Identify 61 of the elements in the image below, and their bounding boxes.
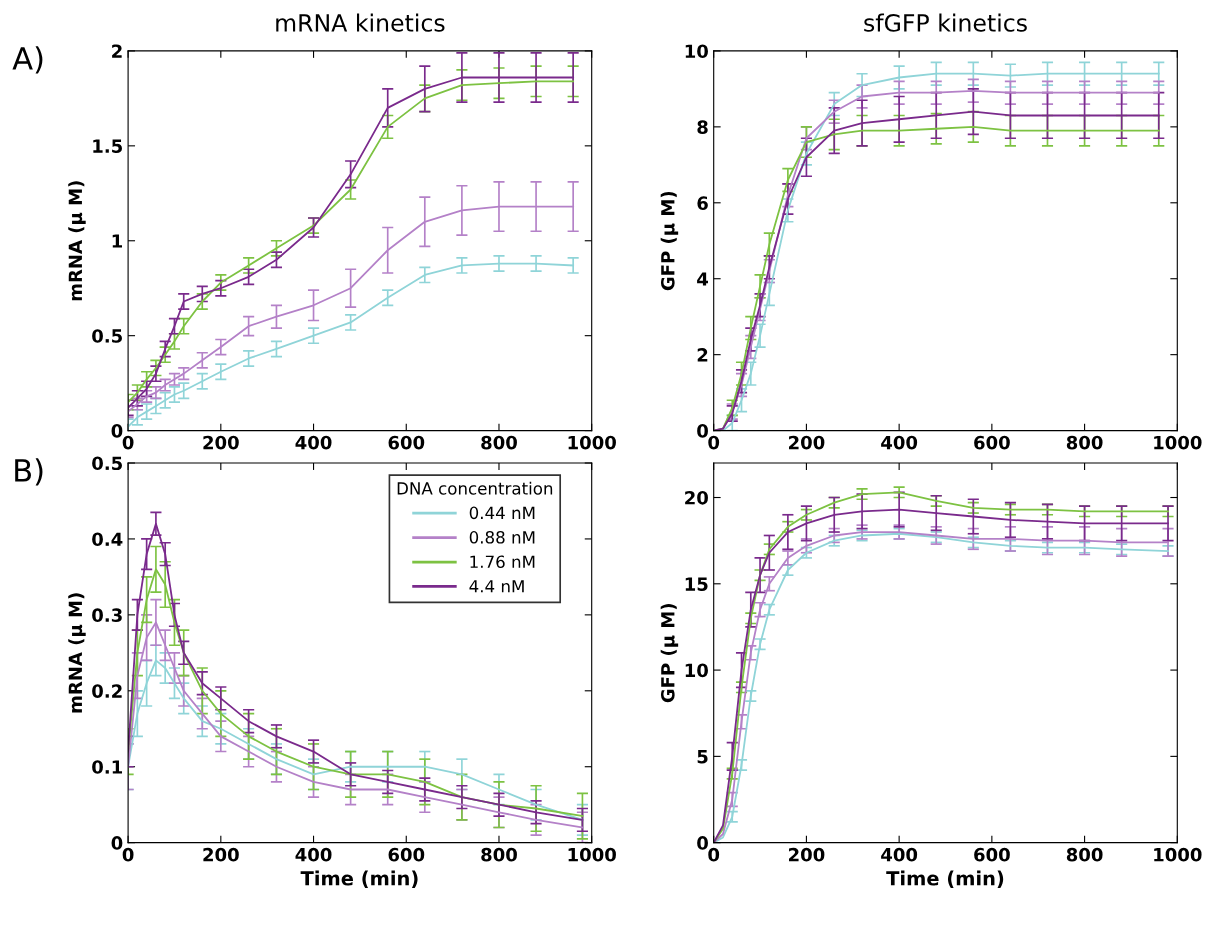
x-axis-title: Time (min): [300, 870, 418, 888]
x-tick-label: 600: [388, 435, 425, 450]
x-tick-label: 800: [481, 847, 517, 862]
x-tick-label: 1000: [1154, 847, 1202, 862]
y-tick-label: 15: [685, 577, 708, 591]
x-tick-label: 400: [881, 847, 918, 862]
x-tick-label: 0: [122, 847, 134, 862]
x-tick-label: 600: [974, 435, 1010, 450]
x-tick-label: 200: [789, 847, 825, 862]
y-axis-title: GFP (μ M): [660, 604, 679, 703]
y-axis-title: mRNA (μ M): [68, 593, 86, 713]
text: B): [15, 458, 43, 486]
x-tick-label: 1000: [568, 435, 616, 450]
x-tick-label: 0: [708, 847, 720, 862]
y-tick-label: 10: [685, 44, 708, 59]
x-tick-label: 400: [295, 847, 332, 862]
y-tick-label: 20: [685, 490, 708, 505]
y-tick-label: 1: [112, 234, 122, 248]
legend-label: 0.88 nM: [469, 531, 535, 544]
x-tick-label: 200: [789, 435, 825, 450]
y-tick-label: 4: [697, 272, 709, 286]
x-tick-label: 1000: [1154, 435, 1202, 450]
y-tick-label: 0: [111, 836, 123, 850]
y-tick-label: 0.3: [92, 608, 122, 622]
y-tick-label: 10: [685, 663, 708, 678]
x-tick-label: 400: [295, 435, 332, 450]
legend-label: 1.76 nM: [470, 555, 535, 569]
y-tick-label: 2: [697, 348, 708, 362]
x-tick-label: 600: [388, 847, 425, 862]
y-tick-label: 0.1: [92, 760, 122, 774]
x-tick-label: 200: [203, 435, 239, 450]
y-tick-label: 0: [697, 836, 708, 850]
chart-title: sfGFP kinetics: [864, 13, 1027, 32]
x-tick-label: 1000: [568, 847, 616, 862]
y-axis-title: GFP (μ M): [660, 191, 679, 291]
y-tick-label: 0.5: [92, 329, 122, 343]
x-tick-label: 400: [881, 435, 918, 450]
y-tick-label: 0.4: [92, 532, 123, 547]
legend-label: 4.4 nM: [469, 580, 524, 593]
y-tick-label: 0: [697, 424, 708, 438]
y-tick-label: 0.2: [92, 684, 122, 698]
y-tick-label: 0: [111, 424, 123, 438]
y-tick-label: 0.5: [92, 456, 122, 471]
x-tick-label: 800: [481, 435, 517, 450]
x-tick-label: 800: [1066, 847, 1103, 862]
y-tick-label: 5: [697, 750, 708, 764]
y-tick-label: 8: [697, 120, 708, 134]
x-tick-label: 200: [203, 847, 239, 862]
x-tick-label: 600: [974, 847, 1010, 862]
x-tick-label: 0: [708, 435, 720, 450]
y-tick-label: 1.5: [93, 139, 122, 153]
y-tick-label: 2: [112, 44, 122, 58]
y-axis-title: mRNA (μ M): [68, 181, 86, 301]
x-tick-label: 0: [122, 435, 134, 450]
y-tick-label: 6: [697, 196, 708, 210]
text: A): [12, 46, 43, 74]
x-tick-label: 800: [1066, 435, 1103, 450]
legend-title: DNA concentration: [397, 481, 553, 495]
legend-label: 0.44 nM: [469, 506, 535, 520]
x-axis-title: Time (min): [886, 870, 1004, 888]
chart-title: mRNA kinetics: [276, 13, 445, 32]
